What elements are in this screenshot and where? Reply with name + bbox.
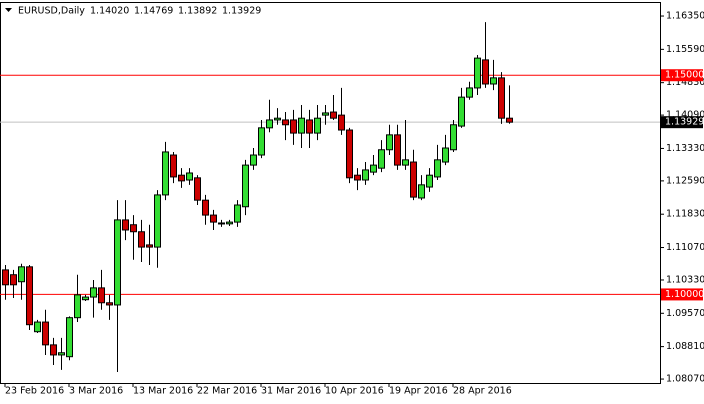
symbol: EURUSD,Daily bbox=[18, 6, 85, 17]
candle-body bbox=[410, 161, 417, 198]
candle-body bbox=[362, 169, 369, 181]
candle-body bbox=[450, 124, 457, 151]
y-tick-label: 1.14830 bbox=[666, 77, 704, 88]
candle-body bbox=[354, 174, 361, 181]
candle-body bbox=[370, 164, 377, 173]
candle-body bbox=[386, 134, 393, 151]
y-tick-label: 1.09570 bbox=[666, 308, 704, 319]
candle-body bbox=[74, 294, 81, 319]
candle-body bbox=[290, 119, 297, 134]
candle-body bbox=[58, 352, 65, 356]
x-tick-label: 13 Mar 2016 bbox=[133, 386, 193, 397]
candle-body bbox=[18, 266, 25, 283]
candle-body bbox=[98, 287, 105, 304]
candle-body bbox=[346, 129, 353, 179]
candle-body bbox=[82, 296, 89, 301]
header-open: 1.14020 bbox=[90, 6, 129, 17]
candle-body bbox=[242, 164, 249, 208]
candle-body bbox=[434, 159, 441, 178]
candle-body bbox=[234, 204, 241, 223]
candle-body bbox=[138, 231, 145, 248]
candle-body bbox=[498, 77, 505, 119]
level-label: 1.15000 bbox=[665, 70, 704, 81]
candle-body bbox=[506, 117, 513, 123]
header-high: 1.14769 bbox=[134, 6, 173, 17]
candle-body bbox=[106, 302, 113, 306]
candle-body bbox=[50, 344, 57, 356]
candle-body bbox=[66, 317, 73, 358]
y-tick-label: 1.08810 bbox=[666, 341, 704, 352]
price-label-box bbox=[661, 116, 703, 129]
candle-body bbox=[42, 321, 49, 346]
candle-body bbox=[258, 127, 265, 156]
header-low: 1.13892 bbox=[178, 6, 217, 17]
x-tick-label: 10 Apr 2016 bbox=[325, 386, 384, 397]
candle-body bbox=[322, 112, 329, 116]
candle-body bbox=[482, 59, 489, 85]
candle-body bbox=[306, 119, 313, 134]
y-tick-label: 1.08070 bbox=[666, 374, 704, 385]
y-tick-label: 1.11070 bbox=[666, 242, 704, 253]
candle-body bbox=[2, 269, 9, 286]
y-tick-label: 1.12590 bbox=[666, 175, 704, 186]
candle-body bbox=[226, 221, 233, 225]
candle-body bbox=[34, 321, 41, 333]
candle-body bbox=[178, 174, 185, 182]
candle-body bbox=[298, 117, 305, 134]
header-close: 1.13929 bbox=[222, 6, 261, 17]
candle-body bbox=[394, 134, 401, 166]
candle-body bbox=[458, 96, 465, 127]
price-label: 1.13929 bbox=[665, 117, 704, 128]
candle-body bbox=[122, 219, 129, 231]
y-tick-label: 1.13330 bbox=[666, 143, 704, 154]
candle-body bbox=[266, 119, 273, 129]
level-label: 1.10000 bbox=[665, 289, 704, 300]
candle-body bbox=[26, 266, 33, 326]
x-tick-label: 3 Mar 2016 bbox=[69, 386, 123, 397]
candle-body bbox=[442, 147, 449, 163]
candle-body bbox=[218, 222, 225, 225]
y-tick-label: 1.11830 bbox=[666, 209, 704, 220]
y-tick-label: 1.15590 bbox=[666, 44, 704, 55]
y-tick-label: 1.10330 bbox=[666, 274, 704, 285]
candle-body bbox=[418, 184, 425, 199]
candle-body bbox=[490, 77, 497, 85]
header-icon bbox=[5, 8, 12, 12]
candle-body bbox=[426, 174, 433, 188]
x-tick-label: 31 Mar 2016 bbox=[261, 386, 321, 397]
level-label-box bbox=[661, 288, 703, 301]
candle-body bbox=[402, 159, 409, 166]
candle-body bbox=[202, 199, 209, 216]
candle-body bbox=[378, 149, 385, 169]
candle-body bbox=[210, 214, 217, 223]
candle-body bbox=[130, 224, 137, 233]
candle-body bbox=[330, 111, 337, 119]
candle-body bbox=[466, 87, 473, 98]
candle-body bbox=[90, 287, 97, 298]
x-tick-label: 19 Apr 2016 bbox=[389, 386, 448, 397]
x-tick-label: 23 Feb 2016 bbox=[5, 386, 64, 397]
candle-body bbox=[154, 194, 161, 248]
candle-body bbox=[282, 119, 289, 126]
y-tick-label: 1.16350 bbox=[666, 11, 704, 22]
candle-body bbox=[338, 114, 345, 131]
candle-body bbox=[10, 274, 17, 286]
candle-body bbox=[146, 244, 153, 248]
candle-body bbox=[114, 219, 121, 306]
x-tick-label: 28 Apr 2016 bbox=[453, 386, 512, 397]
plot-frame bbox=[0, 2, 661, 384]
candle-body bbox=[314, 117, 321, 134]
candle-body bbox=[162, 151, 169, 196]
candle-body bbox=[170, 154, 177, 178]
y-tick-label: 1.14090 bbox=[666, 110, 704, 121]
x-tick-label: 22 Mar 2016 bbox=[197, 386, 257, 397]
level-label-box bbox=[661, 69, 703, 82]
candle-body bbox=[250, 154, 257, 166]
candle-body bbox=[474, 57, 481, 89]
candle-body bbox=[186, 172, 193, 181]
candle-body bbox=[194, 177, 201, 201]
candle-body bbox=[274, 117, 281, 121]
